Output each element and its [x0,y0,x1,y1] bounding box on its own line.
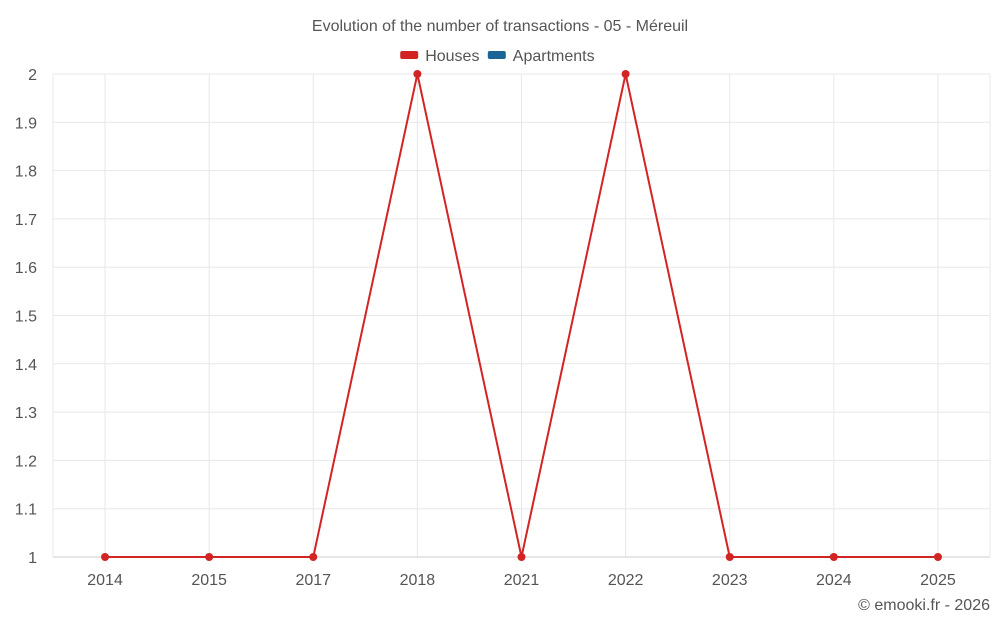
legend-label: Houses [425,48,479,65]
x-tick-label: 2023 [712,572,748,589]
data-point [205,553,214,561]
y-tick-label: 2 [28,67,37,84]
x-axis: 2014 2015 2017 2018 2021 2022 2023 2024 2025 [87,572,956,589]
data-point [725,553,734,561]
data-point [621,70,630,78]
data-point [517,553,526,561]
y-tick-label: 1.4 [15,357,37,374]
legend: Houses Apartments [400,48,595,65]
chart-title: Evolution of the number of transactions … [312,18,688,35]
y-tick-label: 1 [28,550,37,567]
x-tick-label: 2015 [191,572,227,589]
y-tick-label: 1.8 [15,164,37,181]
data-point [309,553,318,561]
x-tick-label: 2021 [504,572,540,589]
y-tick-label: 1.2 [15,453,37,470]
legend-swatch [487,51,506,59]
legend-item-houses: Houses [400,48,479,65]
x-tick-label: 2014 [87,572,123,589]
y-tick-label: 1.1 [15,502,37,519]
y-axis: 1 1.1 1.2 1.3 1.4 1.5 1.6 1.7 1.8 1.9 2 [15,67,37,567]
data-point [829,553,838,561]
y-tick-label: 1.3 [15,405,37,422]
legend-swatch [400,51,419,59]
y-tick-label: 1.5 [15,309,37,326]
x-tick-label: 2025 [920,572,956,589]
legend-item-apartments: Apartments [487,48,595,65]
y-tick-label: 1.7 [15,212,37,229]
legend-label: Apartments [513,48,595,65]
x-tick-label: 2022 [608,572,644,589]
y-tick-label: 1.6 [15,260,37,277]
data-point [413,70,422,78]
y-tick-label: 1.9 [15,115,37,132]
data-point [101,553,110,561]
x-tick-label: 2018 [400,572,436,589]
x-tick-label: 2017 [295,572,331,589]
series-layer [101,70,942,561]
credit-text: © emooki.fr - 2026 [858,597,990,614]
x-tick-label: 2024 [816,572,852,589]
grid [52,73,991,558]
data-point [933,553,942,561]
